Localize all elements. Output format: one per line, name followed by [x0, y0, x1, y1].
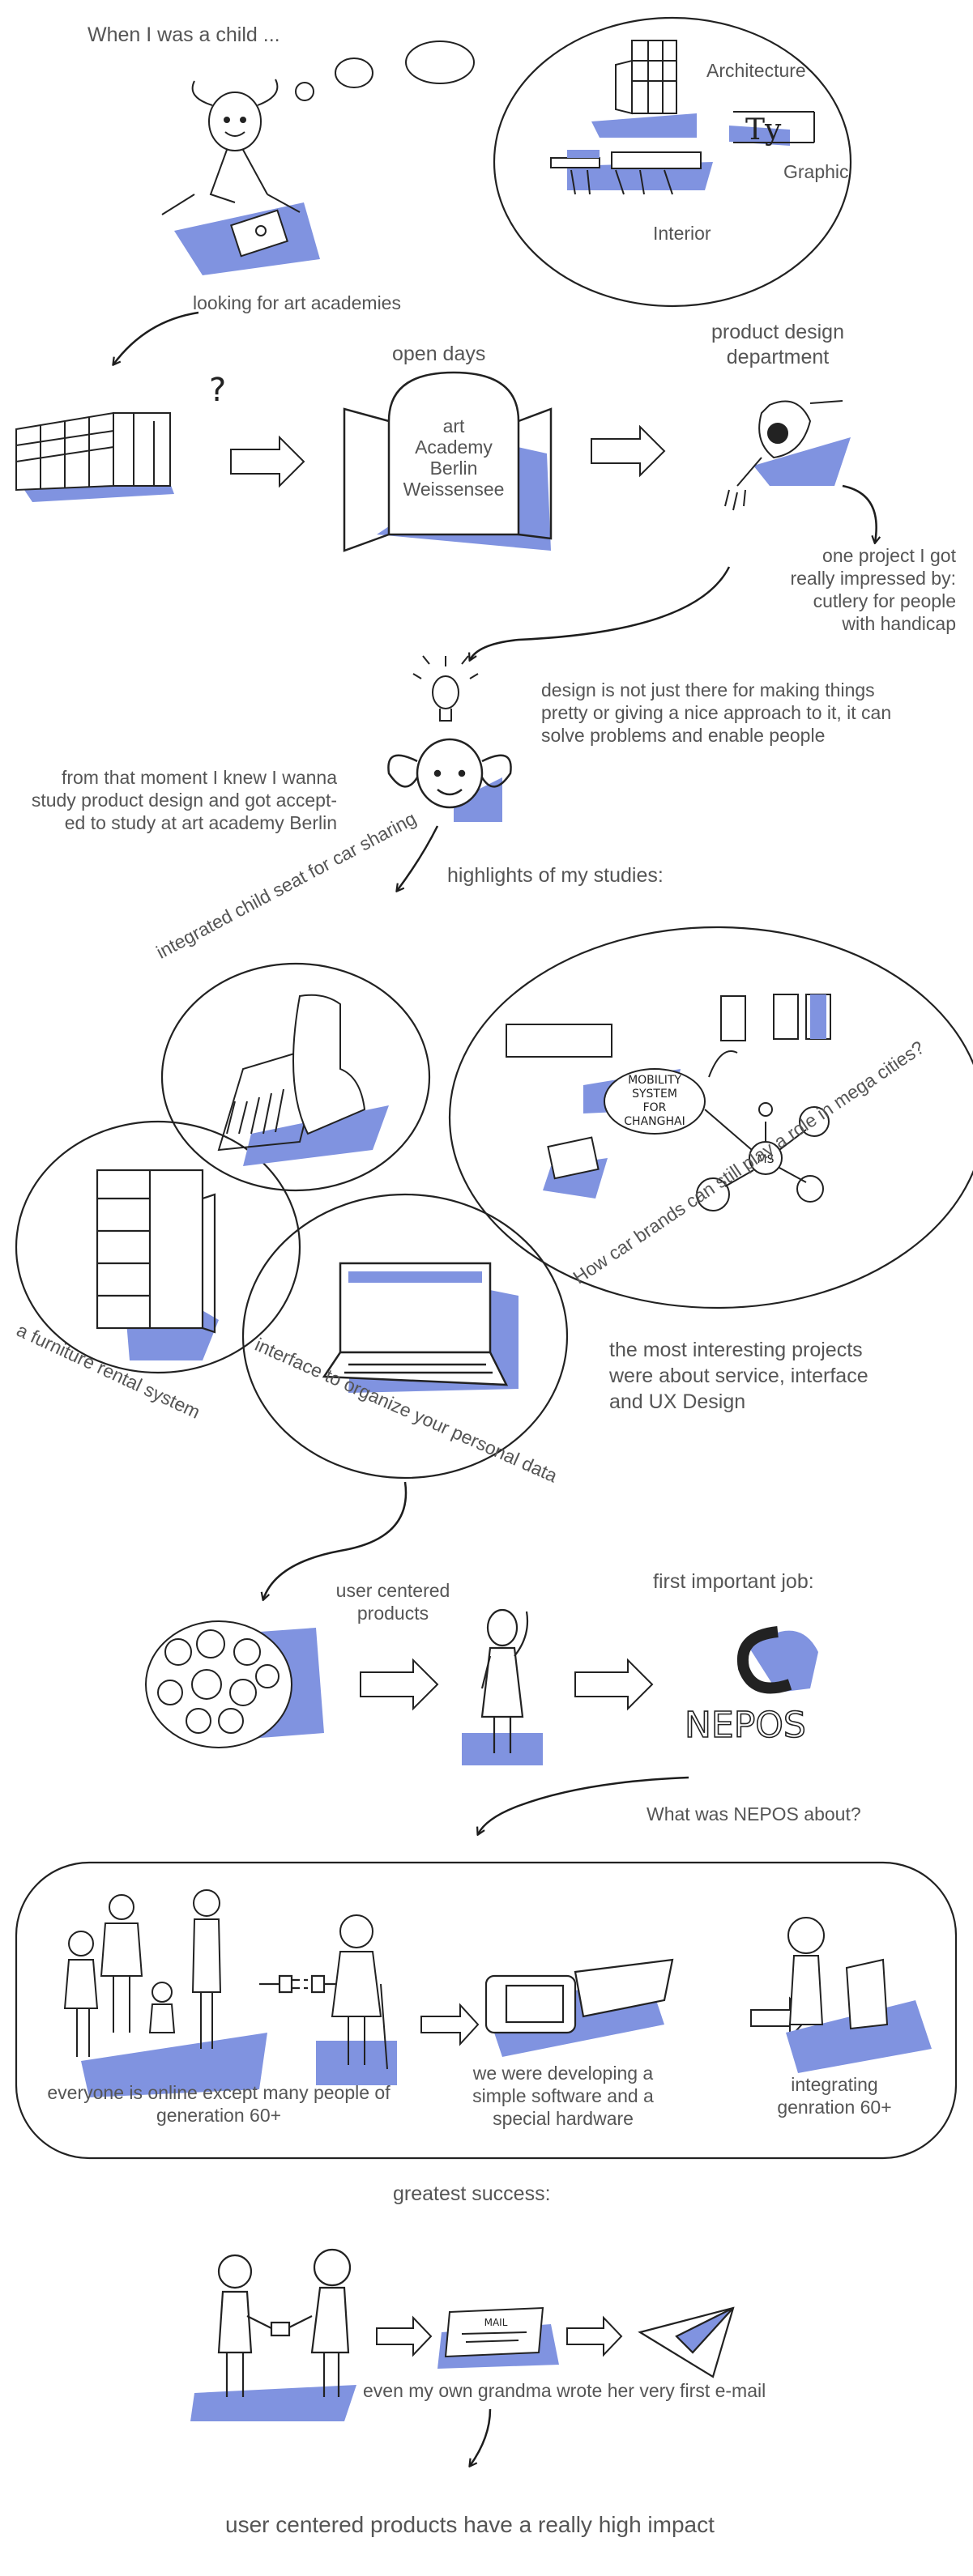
arrow-to-conclusion: [468, 2408, 492, 2467]
graphic-design-icon: Ty: [729, 111, 815, 147]
mobility-line-3: FOR: [643, 1101, 667, 1114]
integrating-line-2: genration 60+: [777, 2097, 892, 2118]
interesting-line-3: and UX Design: [609, 1390, 746, 1413]
impressed-line-3: cutlery for people: [813, 590, 956, 611]
nepos-logo-text: NEPOS: [685, 1705, 806, 1746]
elderly-person-icon: [316, 1914, 397, 2085]
ms-node-label: MS: [757, 1153, 775, 1166]
design-quote-line-2: pretty or giving a nice approach to it, …: [541, 702, 892, 723]
intro-text: When I was a child ...: [87, 23, 280, 46]
online-line-2: generation 60+: [156, 2105, 282, 2126]
architecture-label: Architecture: [706, 60, 806, 81]
mobility-line-2: SYSTEM: [632, 1088, 677, 1101]
knew-line-1: from that moment I knew I wanna: [61, 767, 337, 788]
furniture-rental-sketch: [96, 1169, 219, 1360]
pd-department-line-2: department: [726, 346, 830, 368]
looking-label: looking for art academies: [193, 292, 401, 313]
lightbulb-icon: [412, 655, 479, 722]
mobility-line-4: CHANGHAI: [624, 1115, 685, 1128]
impressed-line-4: with handicap: [842, 613, 956, 634]
mail-tablet-icon: MAIL: [437, 2306, 559, 2369]
interesting-line-1: the most interesting projects: [609, 1339, 863, 1361]
impressed-line-1: one project I got: [822, 545, 956, 566]
developing-line-1: we were developing a: [472, 2063, 654, 2084]
user-centered-line-1: user centered: [335, 1580, 450, 1601]
door-sign-line-4: Weissensee: [403, 479, 505, 500]
pd-department-line-1: product design: [711, 321, 844, 343]
interesting-line-2: were about service, interface: [609, 1365, 868, 1387]
conclusion-text: user centered products have a really hig…: [225, 2512, 715, 2537]
interior-furniture-icon: [550, 150, 713, 195]
designer-person-icon: [462, 1608, 543, 1765]
developing-line-2: simple software and a: [472, 2085, 654, 2106]
project-circles: [15, 926, 973, 1480]
door-sign-line-3: Berlin: [429, 458, 478, 479]
online-line-1: everyone is online except many people of: [47, 2082, 390, 2103]
arrow-impressed: [842, 484, 881, 545]
mail-label: MAIL: [484, 2317, 508, 2328]
grandma-label: even my own grandma wrote her very first…: [363, 2380, 766, 2401]
thinking-girl-icon: [387, 738, 512, 822]
nepos-box: [15, 1861, 958, 2160]
typo-glyph: Ty: [745, 113, 782, 147]
user-centered-line-2: products: [356, 1603, 429, 1624]
highlights-label: highlights of my studies:: [447, 864, 664, 887]
arrow-to-nepos-box: [476, 1776, 689, 1836]
academy-door-icon: [343, 371, 553, 552]
interior-label: Interior: [653, 223, 711, 244]
academy-buildings-icon: [15, 411, 174, 502]
nepos-question: What was NEPOS about?: [647, 1803, 861, 1824]
thought-bubbles: [295, 40, 475, 101]
knew-line-3: ed to study at art academy Berlin: [64, 812, 337, 833]
developing-line-3: special hardware: [493, 2108, 634, 2129]
arrow-to-academies: [112, 311, 199, 366]
integrating-line-1: integrating: [791, 2074, 878, 2095]
arrow-to-highlights: [395, 825, 439, 892]
graphic-label: Graphic: [783, 161, 849, 182]
first-job-label: first important job:: [653, 1570, 814, 1593]
dream-bubble: [493, 16, 852, 308]
design-quote-line-3: solve problems and enable people: [541, 725, 826, 746]
handshake-people-icon: [190, 2248, 356, 2421]
architecture-building-icon: [591, 40, 697, 138]
open-arrow: [230, 424, 809, 2357]
design-quote-line-1: design is not just there for making thin…: [541, 679, 875, 700]
open-days-label: open days: [392, 343, 486, 365]
nepos-logo-icon: NEPOS: [684, 1626, 818, 1747]
question-mark: ?: [209, 372, 226, 409]
cutlery-hand-icon: [724, 400, 851, 511]
elder-at-computer-icon: [786, 1917, 932, 2073]
nepos-hardware-icon: [484, 1958, 674, 2057]
mobility-system-sketch: MOBILITY SYSTEM FOR CHANGHAI MS: [506, 994, 831, 1211]
arrow-to-users: [260, 1481, 408, 1602]
knew-line-2: study product design and got accept-: [31, 790, 337, 811]
child-drawing-icon: [161, 79, 320, 275]
impressed-line-2: really impressed by:: [790, 568, 956, 589]
paper-plane-icon: [638, 2306, 735, 2378]
door-sign-line-1: art: [442, 415, 465, 436]
greatest-label: greatest success:: [393, 2182, 551, 2205]
door-sign-line-2: Academy: [415, 436, 493, 458]
mobility-line-1: MOBILITY: [628, 1074, 681, 1087]
laptop-interface-sketch: [322, 1262, 519, 1393]
user-group-icon: [145, 1620, 324, 1748]
child-seat-sketch: [217, 994, 389, 1166]
unplugged-plug-icon: [259, 1974, 340, 1994]
arrow-to-lightbulb: [468, 566, 731, 662]
online-family-icon: [63, 1889, 267, 2097]
